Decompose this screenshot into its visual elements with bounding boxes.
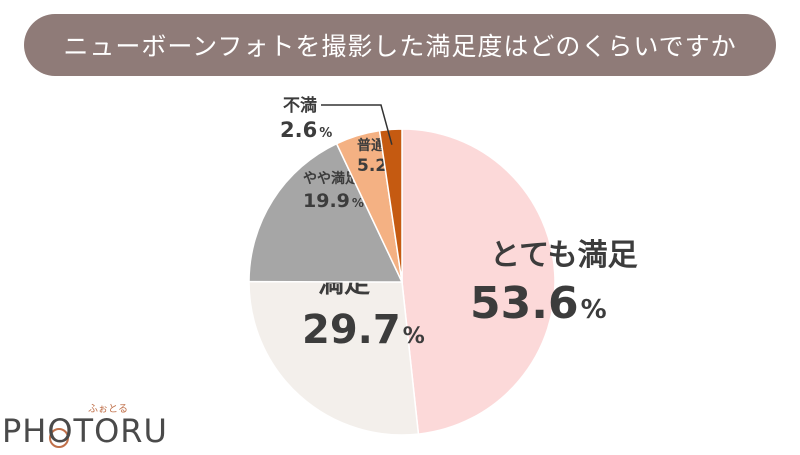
slice-label-5: 不満	[283, 95, 317, 116]
slice-value-5: 2.6%	[280, 118, 332, 142]
chart-title: ニューボーンフォトを撮影した満足度はどのくらいですか	[63, 32, 737, 61]
pie-slice-5	[378, 128, 403, 283]
slice-value-3: 19.9%	[303, 190, 364, 212]
photoru-logo: ふぉとる PHOTORU	[2, 400, 167, 455]
slice-label-3: やや満足	[303, 170, 360, 187]
camera-lens-icon	[49, 428, 69, 448]
pie-slice-3	[248, 142, 404, 283]
logo-text: PHOTORU	[2, 412, 168, 450]
slice-value-2: 29.7%	[302, 307, 425, 353]
slice-value-1: 53.6%	[470, 278, 607, 329]
pie-slice-1	[401, 128, 556, 435]
slice-label-4: 普通	[357, 137, 385, 154]
slice-label-1: とても満足	[490, 238, 638, 273]
leader-line-5	[321, 104, 393, 145]
logo-kana: ふぉとる	[88, 404, 128, 415]
title-banner: ニューボーンフォトを撮影した満足度はどのくらいですか	[24, 14, 776, 76]
pie-slice-2	[248, 280, 420, 436]
